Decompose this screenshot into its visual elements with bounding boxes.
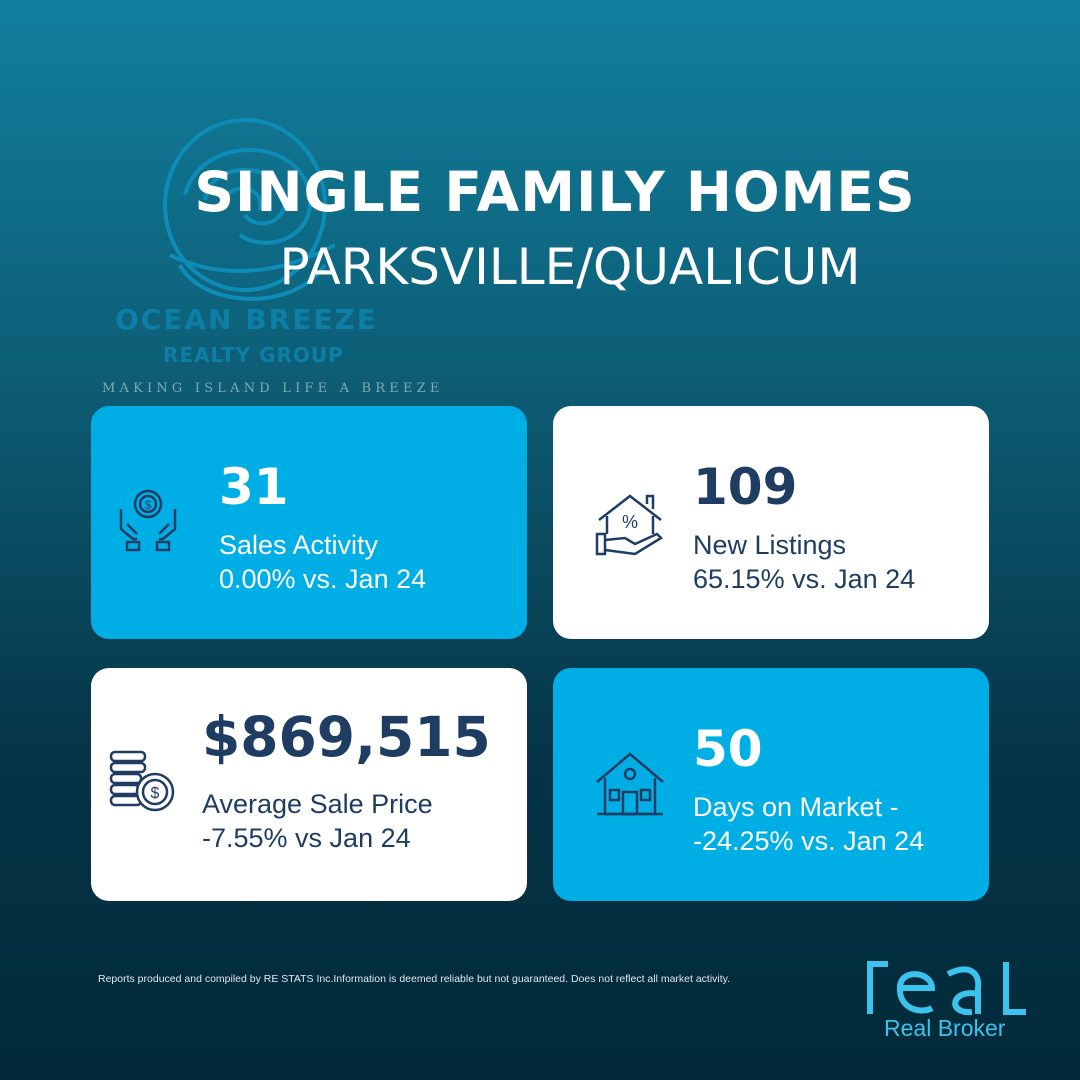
sales-activity-label: Sales Activity <box>219 530 379 560</box>
days-on-market-change: -24.25% vs. Jan 24 <box>693 826 925 856</box>
stat-card-average-sale-price: $ $869,515 Average Sale Price -7.55% vs … <box>91 668 527 901</box>
new-listings-label: New Listings <box>693 530 847 560</box>
coin-stack-icon: $ <box>109 750 175 812</box>
new-listings-change: 65.15% vs. Jan 24 <box>693 564 916 594</box>
page-subtitle: PARKSVILLE/QUALICUM <box>279 238 861 296</box>
average-sale-price-label: Average Sale Price <box>202 789 433 819</box>
days-on-market-label: Days on Market - <box>693 792 899 822</box>
house-percent-hand-icon: % <box>595 494 664 556</box>
brand-tagline: MAKING ISLAND LIFE A BREEZE <box>102 381 444 396</box>
sales-activity-change: 0.00% vs. Jan 24 <box>219 564 427 594</box>
stat-card-new-listings: % 109 New Listings 65.15% vs. Jan 24 <box>553 406 989 639</box>
brand-name: OCEAN BREEZE <box>115 303 378 336</box>
sales-activity-value: 31 <box>219 458 289 516</box>
hands-coin-icon: $ <box>119 489 177 552</box>
page-title: SINGLE FAMILY HOMES <box>194 160 916 224</box>
disclaimer: Reports produced and compiled by RE STAT… <box>98 973 731 985</box>
broker-name: Real Broker <box>884 1015 1006 1041</box>
new-listings-value: 109 <box>693 458 798 516</box>
real-broker-logo <box>867 961 1026 1016</box>
average-sale-price-change: -7.55% vs Jan 24 <box>202 823 411 853</box>
brand-sub: REALTY GROUP <box>163 343 344 367</box>
svg-text:$: $ <box>151 785 160 802</box>
days-on-market-value: 50 <box>693 720 763 778</box>
svg-text:%: % <box>622 512 638 532</box>
wave-logo-icon <box>163 118 335 301</box>
stat-card-days-on-market: 50 Days on Market - -24.25% vs. Jan 24 <box>553 668 989 901</box>
house-icon <box>596 752 664 816</box>
svg-text:$: $ <box>145 498 152 512</box>
stat-card-sales-activity: $ 31 Sales Activity 0.00% vs. Jan 24 <box>91 406 527 639</box>
average-sale-price-value: $869,515 <box>202 705 491 769</box>
